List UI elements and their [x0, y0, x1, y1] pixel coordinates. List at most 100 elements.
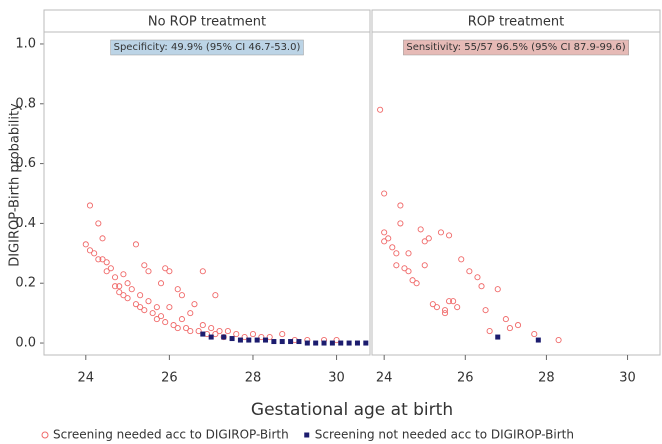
- point: [86, 247, 94, 254]
- point: [221, 334, 227, 340]
- point: [405, 250, 412, 257]
- x-tick-label: 24: [78, 371, 95, 386]
- point: [112, 283, 119, 290]
- point: [393, 250, 400, 257]
- point: [82, 241, 89, 248]
- point: [174, 325, 181, 332]
- point: [212, 331, 219, 338]
- point: [258, 334, 265, 341]
- point: [199, 322, 206, 329]
- point: [120, 271, 127, 278]
- point: [417, 226, 424, 233]
- point: [433, 304, 440, 311]
- point: [162, 265, 169, 272]
- point: [178, 316, 185, 323]
- point: [413, 280, 420, 287]
- point: [137, 292, 144, 299]
- point: [437, 229, 445, 236]
- x-tick-label: 26: [161, 371, 178, 386]
- point: [86, 202, 94, 209]
- x-tick-label: 30: [328, 371, 345, 386]
- point: [233, 331, 240, 338]
- point: [421, 238, 428, 245]
- point: [346, 340, 352, 346]
- point: [441, 310, 449, 317]
- point: [446, 298, 453, 305]
- point: [120, 292, 127, 299]
- point: [220, 334, 227, 341]
- y-tick-label: 0.2: [15, 276, 36, 291]
- point: [149, 310, 156, 317]
- point: [478, 283, 485, 290]
- point: [112, 274, 119, 281]
- point: [157, 280, 165, 287]
- point: [153, 304, 160, 311]
- point: [229, 336, 235, 342]
- point: [99, 256, 106, 263]
- point: [212, 292, 219, 299]
- point: [296, 339, 302, 345]
- point: [288, 339, 294, 345]
- point: [183, 325, 190, 332]
- point: [157, 313, 165, 320]
- point: [166, 268, 173, 275]
- point: [91, 250, 98, 257]
- point: [216, 328, 223, 335]
- y-tick-label: 0.0: [15, 336, 36, 351]
- point: [514, 322, 522, 329]
- point: [495, 334, 501, 340]
- annotation: Sensitivity: 55/57 96.5% (95% CI 87.9-99…: [406, 42, 625, 53]
- panel-frame: [371, 31, 661, 356]
- point: [338, 340, 344, 346]
- point: [304, 340, 310, 346]
- point: [381, 190, 388, 197]
- point: [429, 301, 436, 308]
- legend-marker: [304, 432, 310, 438]
- point: [506, 325, 513, 332]
- point: [555, 336, 562, 344]
- point: [195, 328, 202, 335]
- point: [199, 268, 206, 275]
- legend-label: Screening not needed acc to DIGIROP-Birt…: [315, 428, 574, 442]
- point: [128, 286, 135, 293]
- point: [107, 265, 114, 272]
- point: [103, 259, 110, 266]
- point: [535, 337, 541, 343]
- point: [266, 334, 273, 341]
- point: [474, 274, 481, 281]
- point: [99, 235, 106, 242]
- point: [200, 331, 206, 337]
- point: [450, 298, 457, 305]
- point: [241, 334, 248, 341]
- point: [162, 319, 169, 326]
- x-tick-label: 30: [619, 371, 636, 386]
- point: [425, 235, 432, 242]
- point: [363, 340, 369, 346]
- point: [178, 292, 185, 299]
- point: [246, 337, 252, 343]
- point: [397, 202, 404, 209]
- point: [208, 334, 214, 340]
- x-tick-label: 28: [538, 371, 555, 386]
- point: [377, 106, 384, 113]
- point: [405, 268, 412, 275]
- point: [103, 268, 110, 275]
- point: [502, 316, 509, 323]
- y-tick-label: 0.6: [15, 156, 36, 171]
- point: [132, 301, 139, 308]
- point: [141, 262, 148, 269]
- point: [354, 340, 360, 346]
- point: [187, 328, 194, 335]
- point: [170, 322, 177, 329]
- point: [333, 336, 340, 344]
- x-tick-label: 28: [245, 371, 262, 386]
- point: [321, 340, 327, 346]
- point: [124, 295, 131, 302]
- point: [409, 277, 416, 284]
- point: [494, 286, 501, 293]
- x-tick-label: 24: [376, 371, 393, 386]
- legend-label: Screening needed acc to DIGIROP-Birth: [53, 428, 289, 442]
- point: [441, 307, 449, 314]
- point: [124, 280, 131, 287]
- point: [279, 339, 285, 345]
